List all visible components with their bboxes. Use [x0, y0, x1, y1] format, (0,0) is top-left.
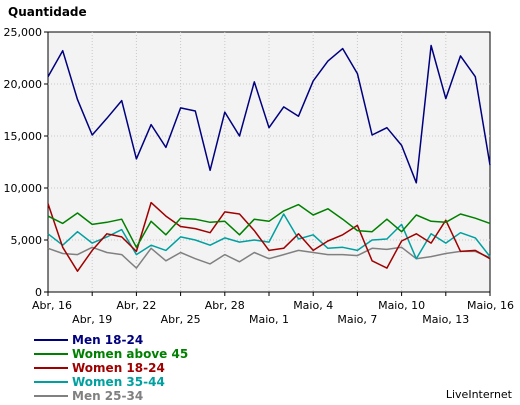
legend-item-women-18-24: Women 18-24	[34, 361, 188, 375]
x-tick-label: Maio, 10	[378, 299, 425, 312]
x-tick-label: Maio, 1	[249, 313, 289, 326]
legend-item-men-25-34: Men 25-34	[34, 389, 188, 403]
chart-title: Quantidade	[8, 5, 87, 19]
series-line-men-18-24	[47, 44, 491, 184]
watermark-liveinternet: LiveInternet	[445, 388, 512, 401]
legend-label: Women 18-24	[72, 361, 165, 375]
line-chart: Quantidade 0 5,000 10,000 15,000 20,000 25,00…	[4, 5, 515, 326]
y-tick-label: 25,000	[4, 26, 43, 39]
legend-label: Men 25-34	[72, 389, 144, 403]
y-tick-label: 15,000	[4, 130, 43, 143]
legend-swatch	[34, 353, 68, 355]
legend-item-women-above-45: Women above 45	[34, 347, 188, 361]
x-tick-label: Maio, 7	[337, 313, 377, 326]
y-axis: 0 5,000 10,000 15,000 20,000 25,000	[4, 26, 48, 299]
legend-swatch	[34, 395, 68, 397]
x-tick-label: Abr, 16	[32, 299, 72, 312]
x-tick-label: Maio, 16	[467, 299, 514, 312]
x-tick-label: Abr, 22	[116, 299, 156, 312]
legend-swatch	[34, 339, 68, 341]
legend-label: Women above 45	[72, 347, 189, 361]
legend-swatch	[34, 367, 68, 369]
x-tick-label: Abr, 28	[205, 299, 245, 312]
legend: Men 18-24 Women above 45 Women 18-24 Wom…	[34, 333, 188, 403]
y-tick-label: 20,000	[4, 78, 43, 91]
y-tick-label: 5,000	[11, 234, 43, 247]
legend-swatch	[34, 381, 68, 383]
x-tick-label: Maio, 13	[422, 313, 469, 326]
legend-item-women-35-44: Women 35-44	[34, 375, 188, 389]
x-tick-label: Abr, 25	[161, 313, 201, 326]
series-lines	[47, 44, 491, 272]
x-tick-label: Maio, 4	[293, 299, 333, 312]
series-line-women-35-44	[47, 213, 491, 260]
series-line-women-18-24	[47, 201, 491, 272]
x-tick-label: Abr, 19	[72, 313, 112, 326]
y-tick-label: 0	[35, 286, 42, 299]
grid	[48, 32, 490, 292]
legend-item-men-18-24: Men 18-24	[34, 333, 188, 347]
legend-label: Women 35-44	[72, 375, 165, 389]
y-tick-label: 10,000	[4, 182, 43, 195]
series-line-women-above-45	[47, 203, 491, 249]
legend-label: Men 18-24	[72, 333, 144, 347]
